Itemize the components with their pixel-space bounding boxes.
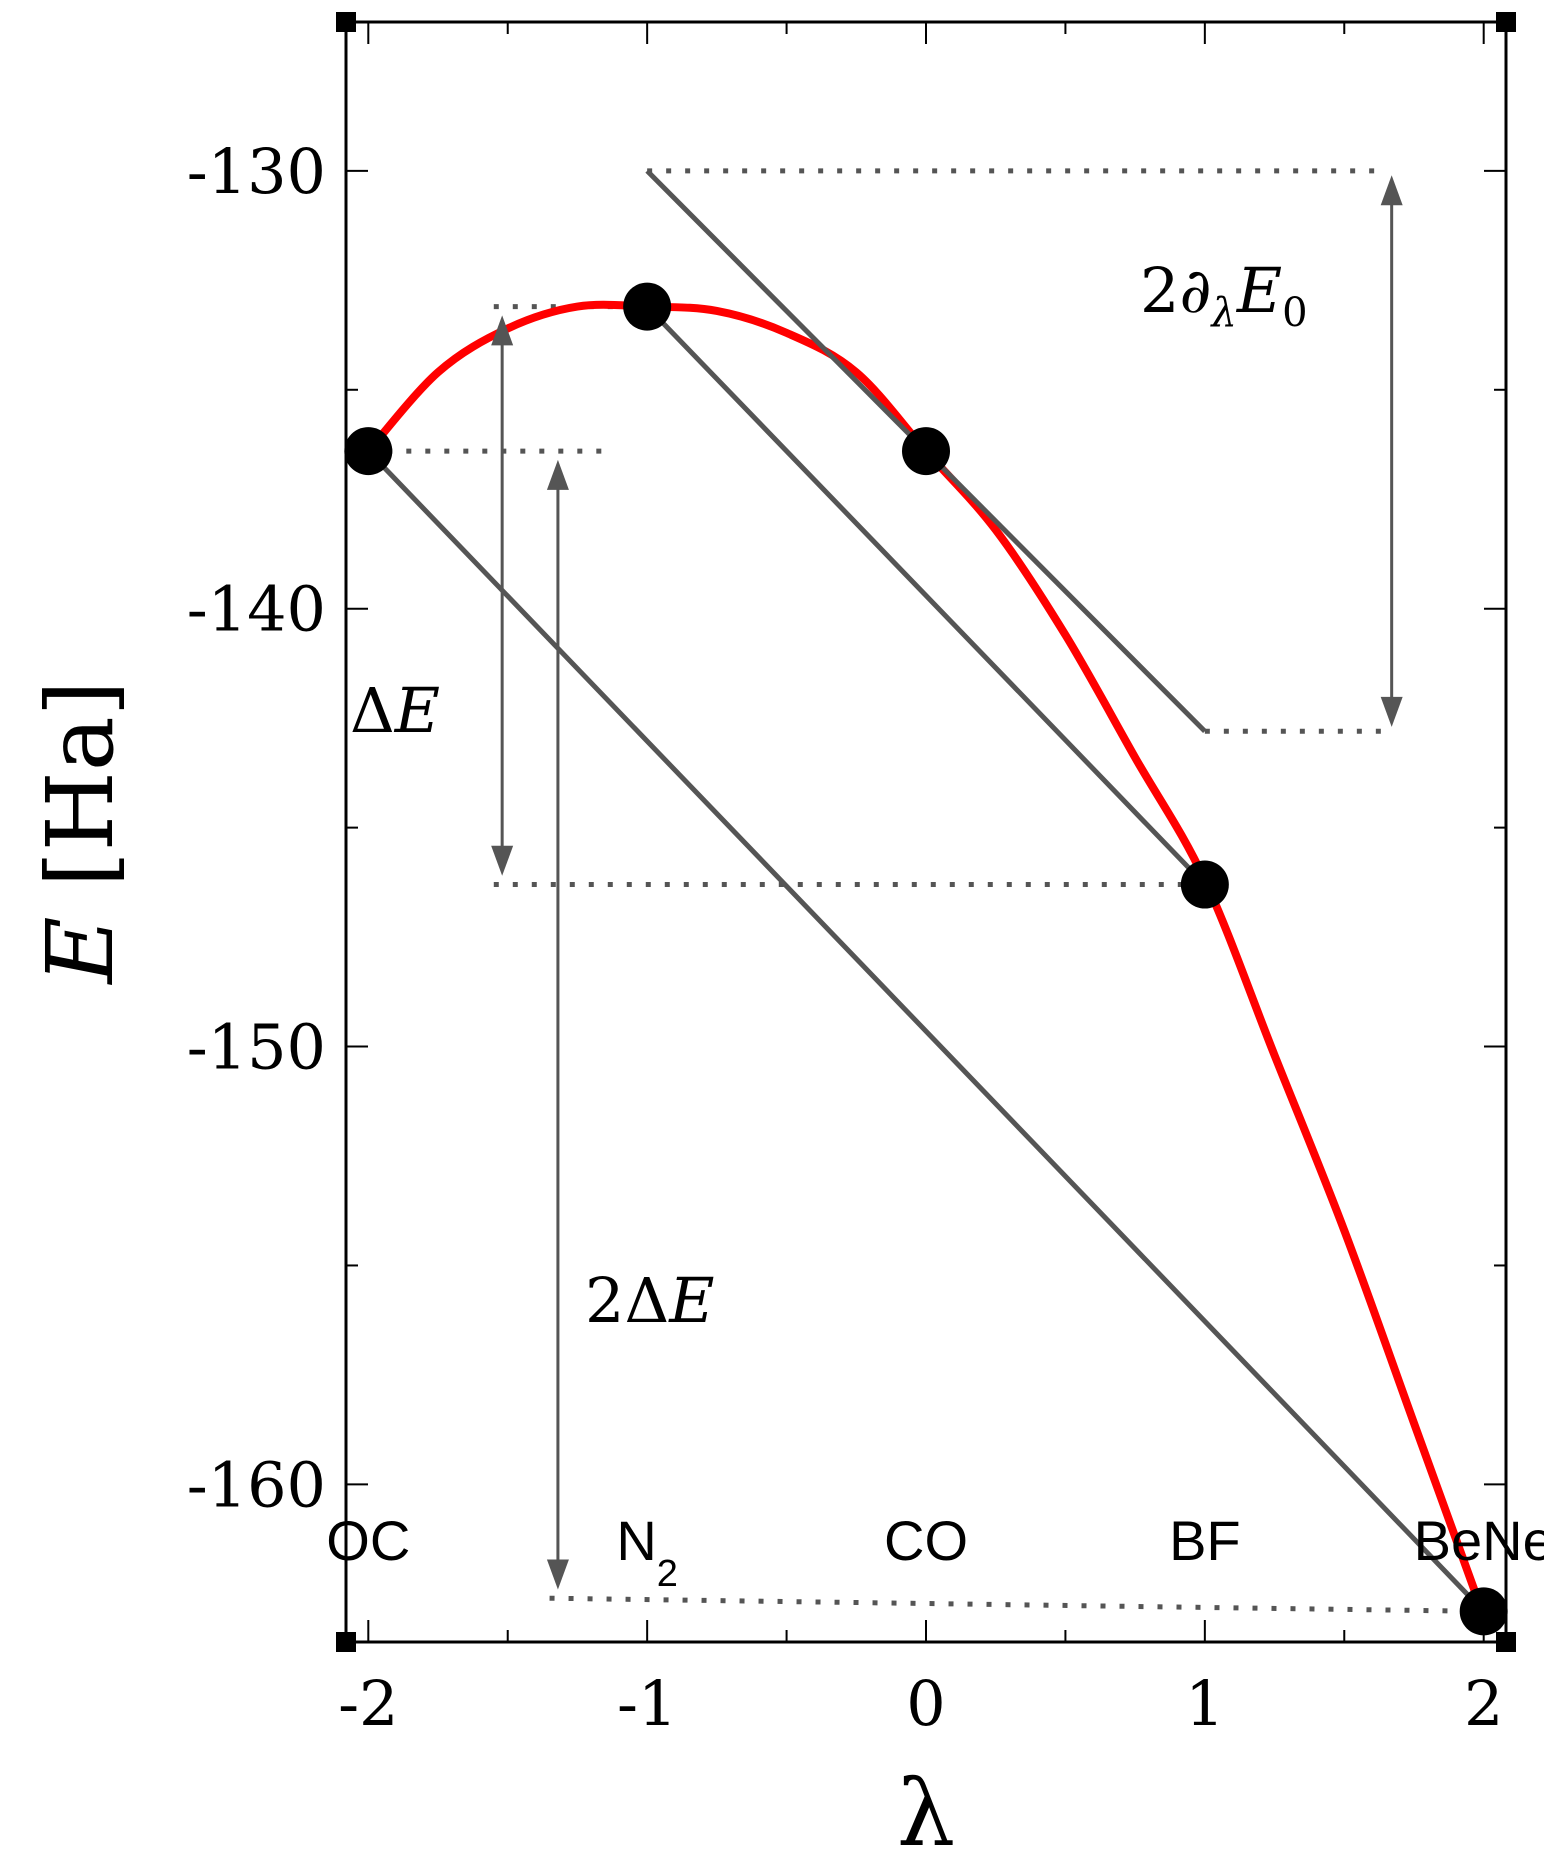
x-tick-label: 2 [1464,1667,1503,1740]
data-points [344,282,1508,1636]
tangent-line [366,449,1486,1614]
data-point [623,282,672,331]
molecule-label: BF [1169,1509,1241,1572]
molecule-label: CO [884,1509,968,1572]
x-tick-label: 0 [906,1667,945,1740]
y-tick-label: -130 [187,135,326,208]
x-tick-label: 1 [1185,1667,1224,1740]
data-point [1459,1587,1508,1636]
x-tick-label: -1 [617,1667,677,1740]
arrow-head-down [1380,696,1403,727]
frame-corner [336,12,356,32]
energy-curve-layer [364,300,1488,1620]
data-point [1180,860,1229,909]
frame-corner [336,1632,356,1652]
arrows [491,175,1403,1590]
molecule-label: BeNe [1414,1509,1544,1572]
arrow-head-down [546,1559,569,1590]
y-axis-title: E [Ha] [27,680,134,985]
tangent-line [645,304,1207,887]
annotation-derivative: 2∂λE0 [1140,254,1308,336]
y-tick-label: -140 [187,573,326,646]
frame-corner [1496,1632,1516,1652]
molecule-labels: OC N2 CO BF BeNe [326,1509,1544,1595]
arrow-head-down [491,845,514,876]
x-tick-label: -2 [338,1667,398,1740]
data-point [344,427,393,476]
molecule-label: N2 [616,1509,678,1595]
y-tick-label: -160 [187,1448,326,1521]
axis-ticks [346,22,1506,1642]
tangent-lines [366,169,1486,1614]
y-tick-label: -150 [187,1011,326,1084]
plot-frame [344,20,1508,1644]
energy-curve [364,300,1488,1620]
arrow-head-up [1380,175,1403,206]
dotted-guide-line [549,1595,1484,1614]
arrow-head-up [491,315,514,346]
annotation-delta-e: ΔE [350,674,440,747]
data-point [902,427,950,476]
annotation-two-delta-e: 2ΔE [585,1264,715,1337]
frame-corner [1496,12,1516,32]
molecule-label: OC [326,1509,410,1572]
dotted-guides [368,168,1484,1614]
arrow-head-up [546,459,569,490]
x-axis-title: λ [897,1760,955,1867]
tick-labels: -2 -1 0 1 2 -130 -140 -150 -160 [187,135,1504,1740]
